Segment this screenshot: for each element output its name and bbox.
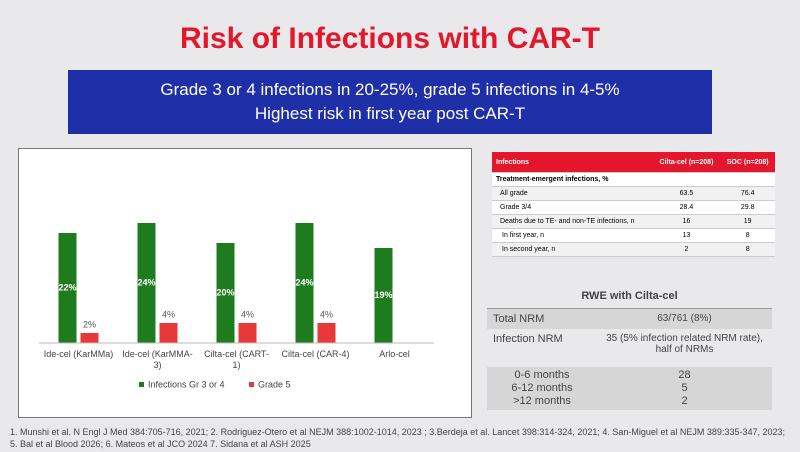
- x-tick-label: Ide-cel (KarMMA-3): [122, 349, 193, 370]
- x-tick-label: Ide-cel (KarMMa): [44, 349, 114, 359]
- bar: [80, 333, 99, 343]
- bar: [238, 323, 257, 343]
- legend-label: Grade 5: [258, 379, 291, 389]
- table-cell: 28.4: [652, 200, 721, 215]
- breakdown-row: 6-12 months 5: [487, 382, 772, 395]
- value-label: 22%: [58, 282, 76, 292]
- legend-swatch: [249, 382, 254, 387]
- bar: [137, 223, 156, 343]
- rwe-panel: RWE with Cilta-cel Total NRM 63/761 (8%) In…: [487, 288, 772, 410]
- rwe-value: 35 (5% infection related NRM rate), half…: [606, 333, 763, 355]
- header-cell: SOC (n=208): [720, 152, 775, 173]
- table-section: Treatment-emergent infections, %: [492, 172, 775, 187]
- table-cell: Deaths due to TE- and non-TE infections,…: [492, 214, 653, 229]
- legend-swatch: [139, 382, 144, 387]
- chart: 22% 2% Ide-cel (KarMMa) 24% 4% Ide-cel (KarMM…: [39, 223, 434, 389]
- slide-title: Risk of Infections with CAR-T: [180, 22, 600, 55]
- banner-line: Highest risk in first year post CAR-T: [254, 104, 526, 123]
- breakdown-row: >12 months 2: [487, 395, 772, 408]
- rwe-breakdown: 0-6 months 28 6-12 months 5 >12 months 2: [487, 367, 772, 410]
- rwe-row: Total NRM 63/761 (8%): [487, 309, 772, 329]
- infection-table: Infections Cilta-cel (n=208) SOC (n=208) Tr…: [492, 152, 775, 257]
- chart-panel: 22% 2% Ide-cel (KarMMa) 24% 4% Ide-cel (KarMM…: [18, 148, 472, 418]
- section-cell: Treatment-emergent infections, %: [492, 172, 775, 187]
- breakdown-value: 2: [681, 395, 688, 407]
- rwe-label: Total NRM: [493, 313, 545, 325]
- x-tick-label-line: Cilta-cel (CART-: [204, 349, 269, 359]
- breakdown-label: 0-6 months: [514, 369, 570, 381]
- table-cell: Grade 3/4: [492, 200, 653, 215]
- legend-label: Infections Gr 3 or 4: [148, 379, 225, 389]
- table-cell: 2: [652, 242, 721, 257]
- header-cell: Cilta-cel (n=208): [652, 152, 721, 173]
- x-tick-label-line: Arlo-cel: [379, 349, 410, 359]
- x-tick-label-line: Ide-cel (KarMMA-: [122, 349, 193, 359]
- table-row: Deaths due to TE- and non-TE infections,…: [492, 214, 775, 229]
- bar: [216, 243, 235, 343]
- table-cell: 63.5: [652, 186, 721, 201]
- value-label: 20%: [216, 287, 234, 297]
- table-header: Infections Cilta-cel (n=208) SOC (n=208): [492, 152, 775, 173]
- footnote: 1. Munshi et al. N Engl J Med 384:705-71…: [10, 427, 785, 449]
- breakdown-label: 6-12 months: [511, 382, 573, 394]
- value-label: 19%: [374, 290, 392, 300]
- rwe-row: Infection NRM 35 (5% infection related NR…: [487, 329, 772, 359]
- value-label: 4%: [320, 309, 333, 319]
- breakdown-row: 0-6 months 28: [487, 369, 772, 382]
- value-label: 2%: [83, 319, 96, 329]
- header-cell: Infections: [492, 152, 653, 173]
- rwe-label: Infection NRM: [493, 333, 563, 345]
- table-cell: 16: [652, 214, 721, 229]
- table-cell: All grade: [492, 186, 653, 201]
- x-tick-label-line: Ide-cel (KarMMa): [44, 349, 114, 359]
- x-tick-label: Cilta-cel (CAR-4): [281, 349, 349, 359]
- bar: [374, 248, 393, 343]
- rwe-title: RWE with Cilta-cel: [487, 288, 772, 309]
- table-cell: 76.4: [720, 186, 775, 201]
- table-cell: 8: [720, 228, 775, 243]
- x-tick-label-line: Cilta-cel (CAR-4): [281, 349, 349, 359]
- bar: [58, 233, 77, 343]
- breakdown-value: 5: [681, 382, 688, 394]
- x-tick-label-line: 1): [232, 360, 240, 370]
- table-cell: In first year, n: [492, 228, 653, 243]
- table-row: Grade 3/4 28.4 29.8: [492, 200, 775, 215]
- banner: Grade 3 or 4 infections in 20-25%, grade…: [68, 70, 712, 134]
- table-cell: 8: [720, 242, 775, 257]
- value-label: 4%: [241, 309, 254, 319]
- banner-line: Grade 3 or 4 infections in 20-25%, grade…: [160, 80, 620, 99]
- rwe-value: 63/761 (8%): [657, 313, 712, 324]
- bar: [159, 323, 178, 343]
- value-label: 24%: [137, 277, 155, 287]
- table-row: All grade 63.5 76.4: [492, 186, 775, 201]
- bar: [317, 323, 336, 343]
- table-row: In first year, n 13 8: [492, 228, 775, 243]
- breakdown-label: >12 months: [513, 395, 571, 407]
- table-cell: 13: [652, 228, 721, 243]
- breakdown-value: 28: [678, 369, 691, 381]
- table-cell: 19: [720, 214, 775, 229]
- table-cell: 29.8: [720, 200, 775, 215]
- value-label: 24%: [295, 277, 313, 287]
- x-tick-label: Cilta-cel (CART-1): [204, 349, 269, 370]
- x-tick-label-line: 3): [153, 360, 161, 370]
- bar: [295, 223, 314, 343]
- value-label: 4%: [162, 309, 175, 319]
- x-tick-label: Arlo-cel: [379, 349, 410, 359]
- table-cell: In second year, n: [492, 242, 653, 257]
